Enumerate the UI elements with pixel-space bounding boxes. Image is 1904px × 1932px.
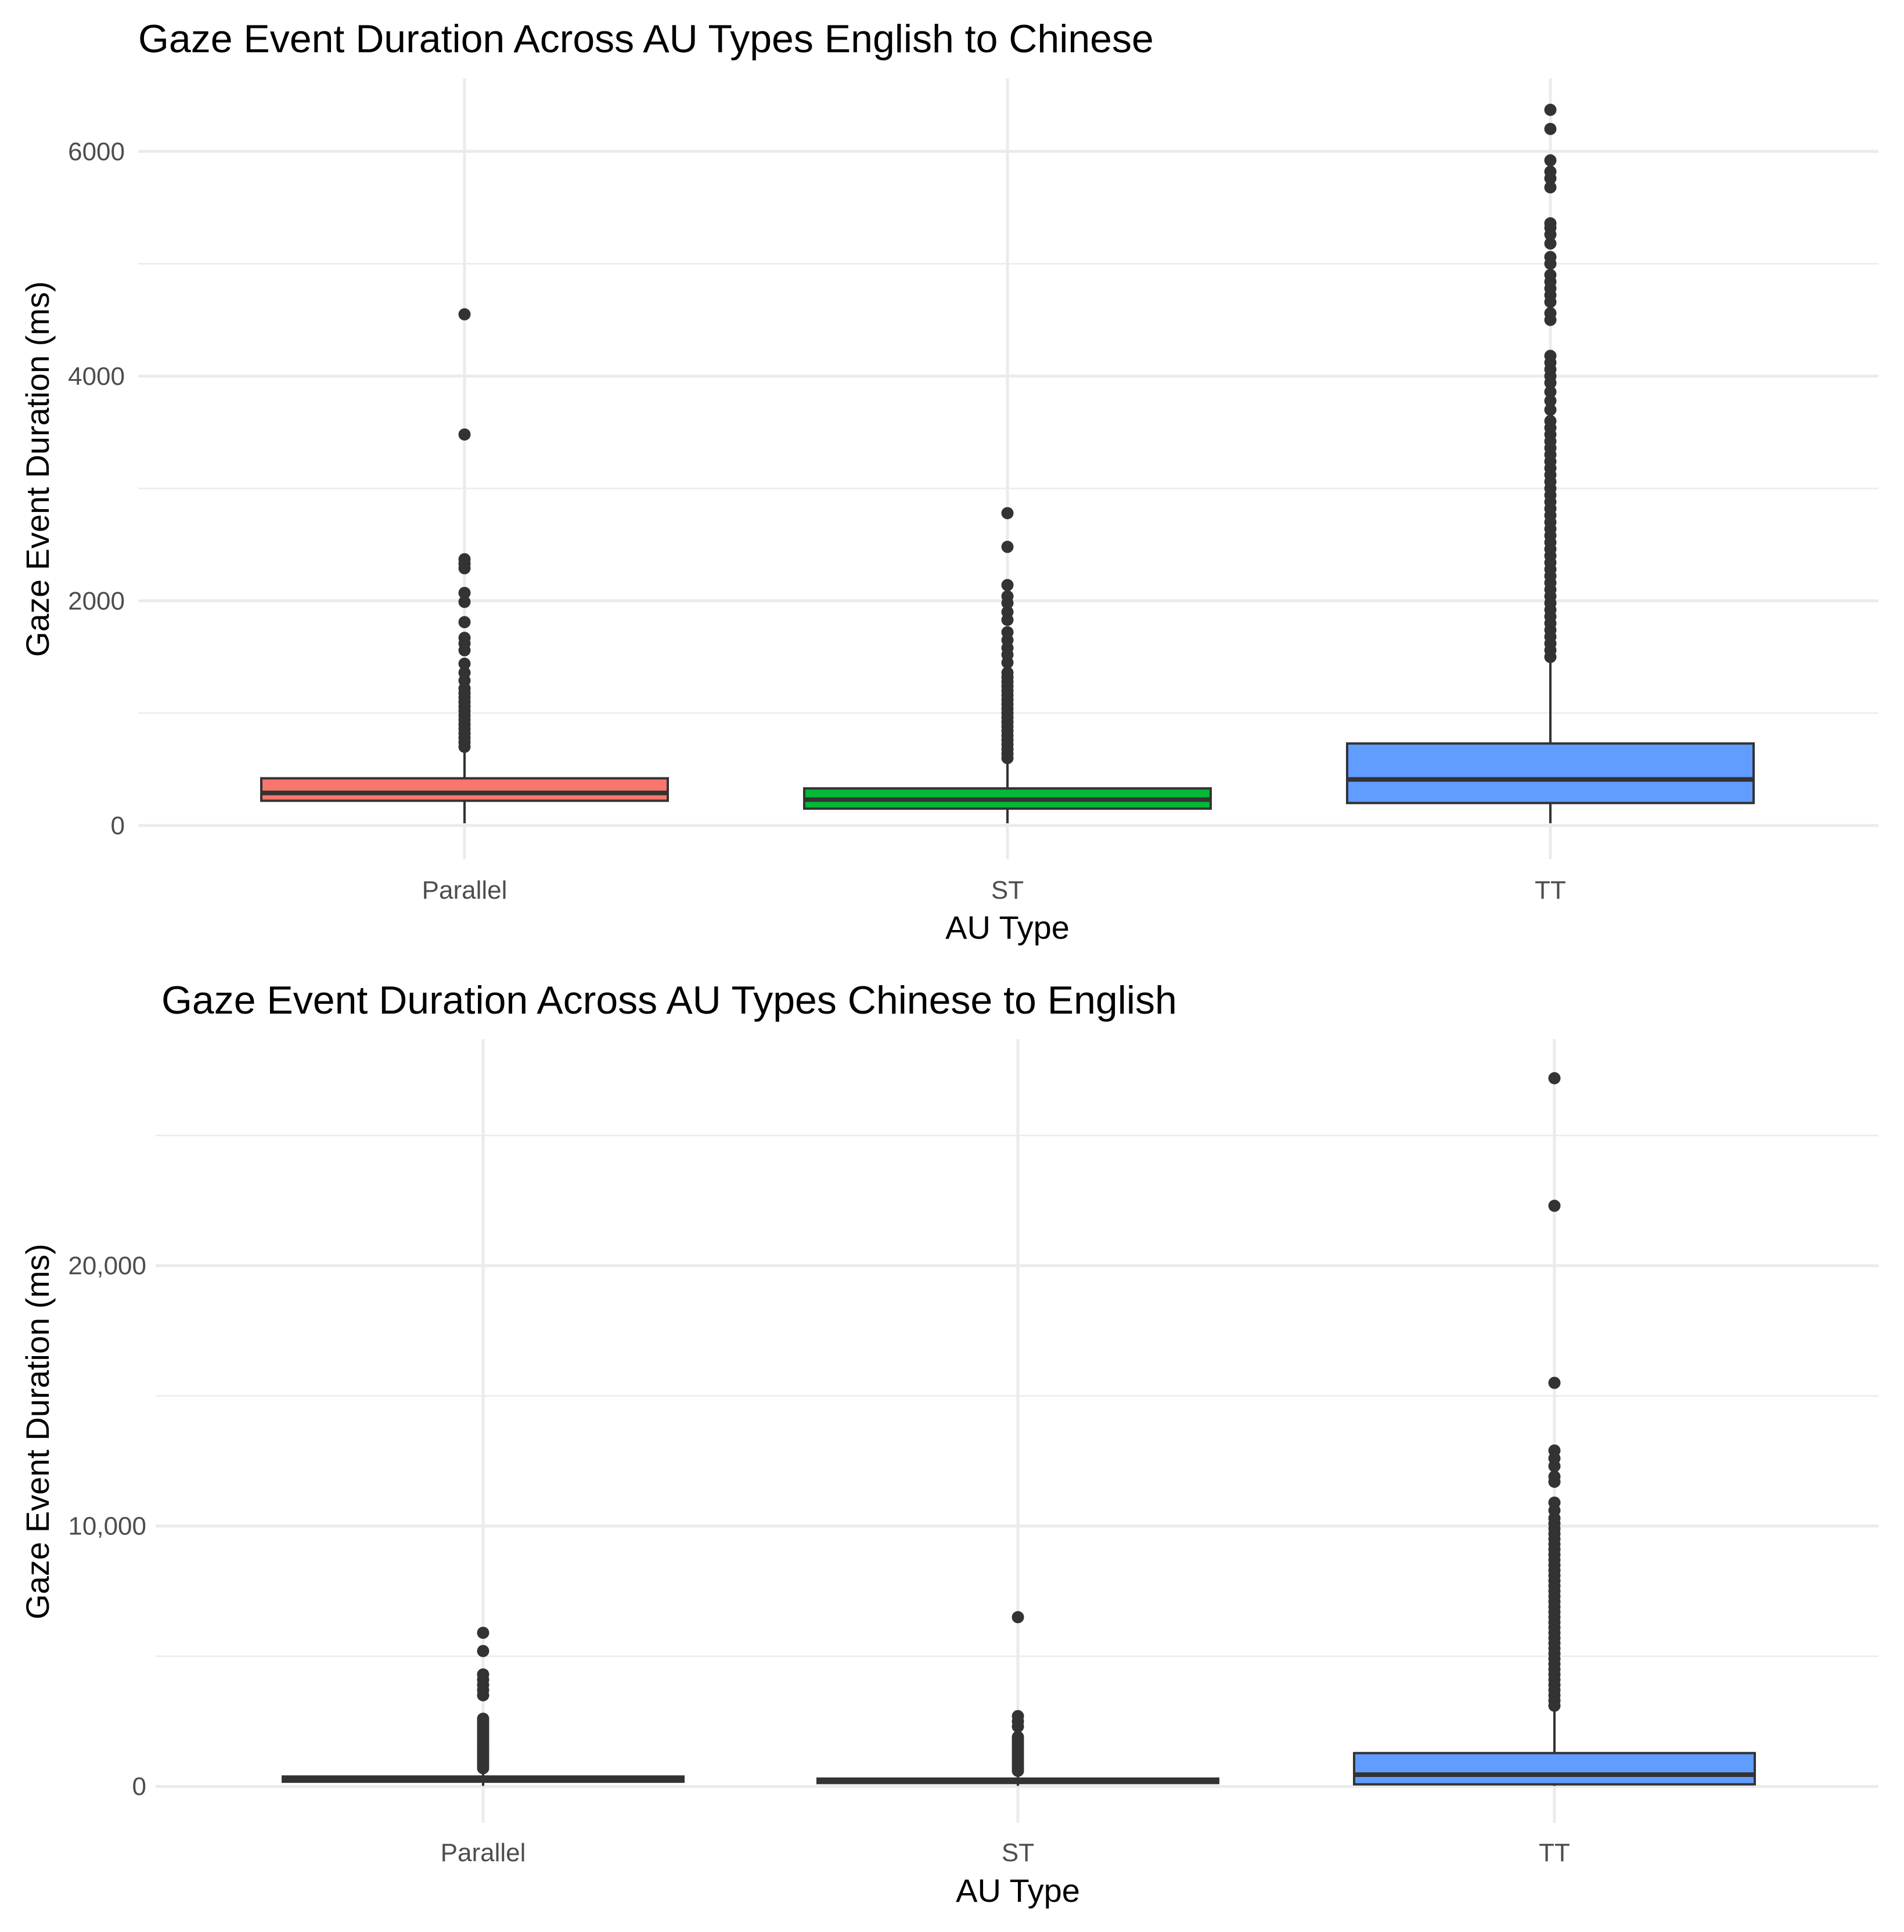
outlier-point [1544, 217, 1557, 230]
outlier-point [1548, 1444, 1561, 1457]
outlier-point [1544, 181, 1557, 194]
outlier-point [458, 428, 471, 441]
outlier-point [477, 1668, 490, 1681]
outlier-point [1012, 1611, 1024, 1624]
x-tick-label-st: ST [1002, 1839, 1034, 1867]
x-tick-label-tt: TT [1535, 876, 1566, 904]
boxplots [282, 1072, 1756, 1786]
y-axis-tick-labels: 0 2000 4000 6000 [68, 138, 125, 840]
box-iqr [260, 777, 669, 802]
outlier-point [1544, 165, 1557, 178]
outlier-point [1544, 307, 1557, 319]
outlier-point [458, 616, 471, 629]
outlier-point [1544, 103, 1557, 116]
outlier-point [477, 1627, 490, 1639]
panel-english-to-chinese: Gaze Event Duration Across AU Types Engl… [19, 17, 1878, 946]
y-tick-label: 2000 [68, 587, 125, 615]
x-tick-label-parallel: Parallel [441, 1839, 526, 1867]
y-tick-label: 4000 [68, 362, 125, 391]
outlier-point [1544, 385, 1557, 398]
outlier-point [1544, 154, 1557, 167]
gridlines [156, 1039, 1878, 1823]
outlier-point [1548, 1470, 1561, 1483]
outlier-point [458, 596, 471, 608]
outlier-point [1544, 122, 1557, 135]
boxplots [260, 103, 1755, 824]
chart-title: Gaze Event Duration Across AU Types Engl… [138, 17, 1154, 61]
y-axis-tick-labels: 0 10,000 20,000 [68, 1252, 146, 1801]
outlier-point [477, 1713, 490, 1725]
y-tick-label: 10,000 [68, 1512, 146, 1541]
outlier-point [1001, 579, 1014, 592]
x-axis-tick-labels: Parallel ST TT [441, 1839, 1570, 1867]
outlier-point [1001, 666, 1014, 679]
x-tick-label-st: ST [991, 876, 1024, 904]
outlier-point [1012, 1731, 1024, 1743]
boxplot-tt [1346, 103, 1755, 824]
outlier-point [1548, 1496, 1561, 1509]
boxplot-parallel [260, 308, 669, 824]
y-axis-title: Gaze Event Duration (ms) [19, 281, 56, 657]
panel-chinese-to-english: Gaze Event Duration Across AU Types Chin… [19, 978, 1878, 1909]
box-iqr [1346, 742, 1755, 805]
outlier-point [1548, 1072, 1561, 1084]
y-tick-label: 0 [132, 1772, 146, 1801]
boxplot-tt [1353, 1072, 1756, 1786]
outlier-point [1548, 1376, 1561, 1389]
outlier-point [1544, 349, 1557, 362]
outlier-point [477, 1645, 490, 1657]
outlier-point [1548, 1199, 1561, 1212]
outlier-point [1544, 269, 1557, 282]
boxplot-st [816, 1611, 1219, 1786]
outlier-point [1001, 626, 1014, 639]
boxplot-parallel [282, 1627, 685, 1786]
x-tick-label-tt: TT [1539, 1839, 1570, 1867]
outlier-point [458, 553, 471, 565]
outlier-point [458, 308, 471, 320]
y-tick-label: 20,000 [68, 1252, 146, 1280]
x-axis-title: AU Type [945, 909, 1070, 946]
outlier-point [1001, 605, 1014, 618]
outlier-point [1544, 251, 1557, 264]
y-axis-title: Gaze Event Duration (ms) [19, 1243, 56, 1619]
x-axis-tick-labels: Parallel ST TT [422, 876, 1566, 904]
outlier-point [1544, 403, 1557, 416]
y-tick-label: 0 [111, 812, 125, 840]
outlier-point [1544, 237, 1557, 250]
outlier-point [1001, 590, 1014, 603]
outlier-point [458, 666, 471, 679]
outlier-point [458, 586, 471, 599]
outlier-point [1012, 1710, 1024, 1722]
x-tick-label-parallel: Parallel [422, 876, 508, 904]
box-iqr [1353, 1751, 1756, 1786]
chart-title: Gaze Event Duration Across AU Types Chin… [161, 978, 1177, 1022]
outlier-point [1001, 540, 1014, 553]
boxplot-st [803, 507, 1212, 824]
outlier-point [1001, 507, 1014, 520]
outlier-point [1544, 414, 1557, 427]
y-tick-label: 6000 [68, 138, 125, 166]
x-axis-title: AU Type [956, 1872, 1080, 1909]
outlier-point [458, 632, 471, 644]
outlier-point [458, 657, 471, 670]
outlier-point [1544, 394, 1557, 407]
